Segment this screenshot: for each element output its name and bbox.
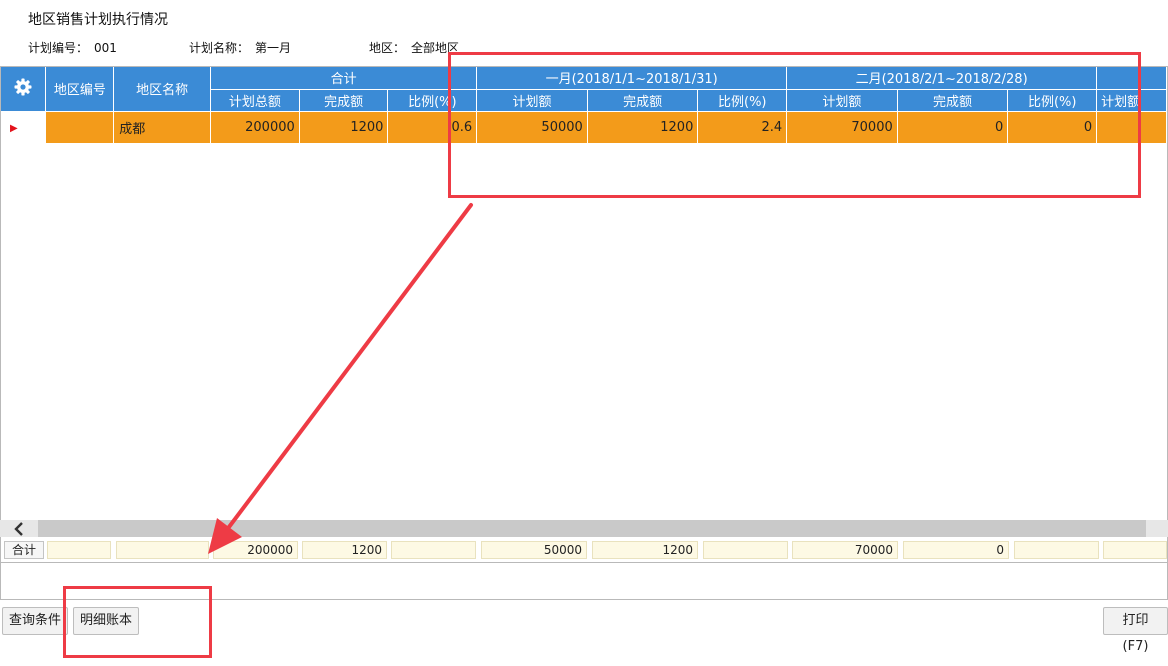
col-header-ratio-total[interactable]: 比例(%) [387, 89, 478, 112]
scrollbar-thumb[interactable] [38, 520, 1146, 537]
cell-plan-total[interactable]: 200000 [210, 111, 300, 143]
total-cell-plan-total: 200000 [213, 541, 298, 559]
total-cell-next [1103, 541, 1167, 559]
table-row[interactable]: ▶ 成都 200000 1200 0.6 50000 1200 2.4 7000… [1, 111, 1167, 143]
query-conditions-button[interactable]: 查询条件 [2, 607, 69, 635]
horizontal-scrollbar[interactable] [0, 520, 1168, 537]
plan-no-label: 计划编号： [28, 41, 89, 55]
col-header-jan-plan[interactable]: 计划额 [476, 89, 588, 112]
triangle-right-icon: ▶ [10, 122, 18, 134]
data-grid: 地区编号 地区名称 合计 一月(2018/1/1~2018/1/31) 二月(2… [0, 66, 1168, 600]
col-header-jan-completed[interactable]: 完成额 [587, 89, 699, 112]
cell-feb-ratio[interactable]: 0 [1007, 111, 1098, 143]
scroll-left-button[interactable] [0, 520, 38, 537]
gear-icon[interactable] [13, 77, 33, 97]
plan-name-value: 第一月 [255, 41, 292, 55]
total-cell-jan-ratio [703, 541, 788, 559]
cell-completed-total[interactable]: 1200 [299, 111, 389, 143]
total-cell-region-name [116, 541, 209, 559]
chevron-left-icon[interactable] [13, 521, 25, 536]
col-header-plan-total[interactable]: 计划总额 [210, 89, 300, 112]
grid-footer-separator [0, 562, 1168, 599]
group-header-next [1096, 67, 1167, 90]
total-cell-feb-ratio [1014, 541, 1099, 559]
total-cell-feb-plan: 70000 [792, 541, 898, 559]
cell-jan-completed[interactable]: 1200 [587, 111, 699, 143]
total-cell-feb-completed: 0 [903, 541, 1009, 559]
col-header-jan-ratio[interactable]: 比例(%) [697, 89, 788, 112]
grid-settings-button[interactable] [1, 67, 47, 112]
col-header-next-partial[interactable]: 计划额 [1096, 89, 1167, 112]
total-cell-ratio-total [391, 541, 476, 559]
row-indicator: ▶ [1, 111, 47, 143]
total-cell-completed-total: 1200 [302, 541, 387, 559]
cell-jan-ratio[interactable]: 2.4 [697, 111, 788, 143]
cell-feb-plan[interactable]: 70000 [786, 111, 898, 143]
region-value: 全部地区 [411, 41, 460, 55]
col-header-feb-plan[interactable]: 计划额 [786, 89, 898, 112]
cell-jan-plan[interactable]: 50000 [476, 111, 588, 143]
col-header-region-name[interactable]: 地区名称 [113, 67, 211, 112]
region-label: 地区： [369, 41, 406, 55]
plan-name-label: 计划名称： [189, 41, 250, 55]
grid-table: 地区编号 地区名称 合计 一月(2018/1/1~2018/1/31) 二月(2… [1, 67, 1167, 143]
region-info: 地区： 全部地区 [369, 39, 459, 56]
cell-region-code[interactable] [45, 111, 115, 143]
cell-ratio-total[interactable]: 0.6 [387, 111, 478, 143]
cell-next-partial[interactable] [1096, 111, 1167, 143]
col-header-region-code[interactable]: 地区编号 [45, 67, 115, 112]
cell-feb-completed[interactable]: 0 [897, 111, 1009, 143]
plan-no-value: 001 [94, 41, 117, 55]
print-button[interactable]: 打印(F7) [1103, 607, 1168, 654]
group-header-jan: 一月(2018/1/1~2018/1/31) [476, 67, 788, 90]
col-header-feb-ratio[interactable]: 比例(%) [1007, 89, 1098, 112]
group-header-total: 合计 [210, 67, 478, 90]
detail-ledger-button[interactable]: 明细账本 [73, 607, 140, 635]
col-header-feb-completed[interactable]: 完成额 [897, 89, 1009, 112]
total-cell-jan-completed: 1200 [592, 541, 698, 559]
total-cell-region-code [47, 541, 111, 559]
plan-name-info: 计划名称： 第一月 [189, 39, 291, 56]
page-title: 地区销售计划执行情况 [28, 12, 168, 28]
col-header-completed-total[interactable]: 完成额 [299, 89, 389, 112]
plan-no-info: 计划编号： 001 [28, 39, 117, 56]
cell-region-name[interactable]: 成都 [113, 111, 211, 143]
total-cell-jan-plan: 50000 [481, 541, 587, 559]
group-header-feb: 二月(2018/2/1~2018/2/28) [786, 67, 1098, 90]
totals-label: 合计 [4, 541, 44, 559]
